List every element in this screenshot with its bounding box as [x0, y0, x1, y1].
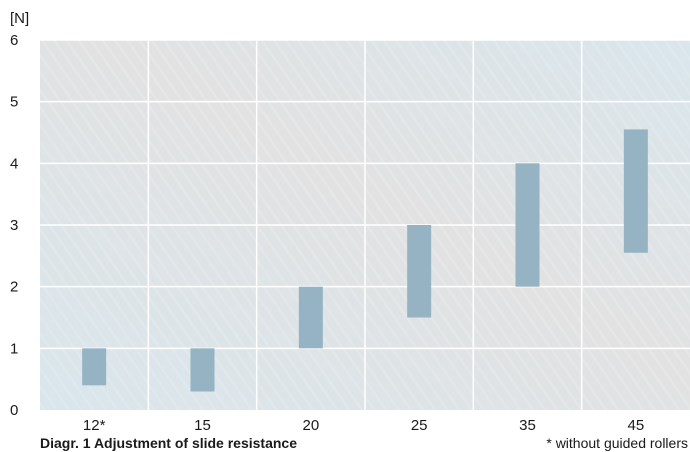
- range-bar: [407, 225, 432, 318]
- bars: [82, 129, 648, 392]
- x-tick-label: 12*: [83, 417, 106, 434]
- y-axis-unit-label: [N]: [10, 10, 29, 27]
- y-tick-label: 6: [10, 32, 18, 49]
- y-tick-label: 2: [10, 279, 18, 296]
- x-tick-label: 15: [194, 417, 211, 434]
- x-tick-label: 25: [411, 417, 428, 434]
- y-tick-label: 3: [10, 217, 18, 234]
- x-axis: 12* 15 20 25 35 45: [83, 417, 644, 434]
- y-tick-label: 5: [10, 94, 18, 111]
- x-tick-label: 20: [302, 417, 319, 434]
- range-bar: [190, 348, 215, 392]
- y-tick-label: 4: [10, 155, 18, 172]
- range-bar: [298, 286, 323, 349]
- y-tick-label: 0: [10, 402, 18, 419]
- grid: [40, 39, 690, 414]
- range-bar: [82, 348, 107, 386]
- range-bar: [623, 129, 648, 253]
- x-tick-label: 35: [519, 417, 536, 434]
- x-tick-label: 45: [627, 417, 644, 434]
- y-tick-label: 1: [10, 340, 18, 357]
- chart-footnote: * without guided rollers: [546, 435, 688, 451]
- range-bar: [515, 163, 540, 287]
- chart-caption: Diagr. 1 Adjustment of slide resistance: [40, 435, 297, 451]
- y-axis: 0 1 2 3 4 5 6: [10, 32, 18, 419]
